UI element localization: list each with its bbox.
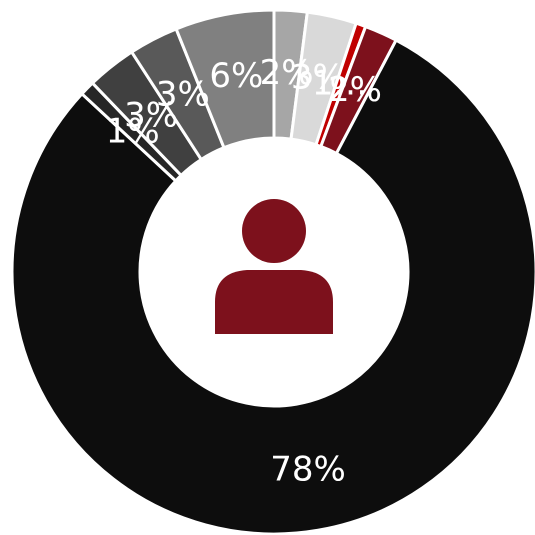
slice-label: 2% (260, 53, 314, 93)
slice-label: 78% (270, 450, 346, 490)
slice-label: 6% (209, 56, 263, 96)
labels-layer: 2%3%1…2%78%1%3%3% 6% (106, 53, 382, 490)
slice-label: 3% (124, 95, 178, 135)
slice-label: 3% (291, 57, 345, 97)
slice-label: 1% (106, 112, 160, 152)
pie-slice (10, 38, 535, 535)
slices-layer (10, 8, 535, 535)
pie-slice (174, 8, 276, 150)
slice-label: 2% (328, 70, 382, 110)
slice-label: 3% (156, 75, 210, 115)
slice-label: 1… (312, 64, 368, 104)
person-icon (215, 199, 333, 334)
